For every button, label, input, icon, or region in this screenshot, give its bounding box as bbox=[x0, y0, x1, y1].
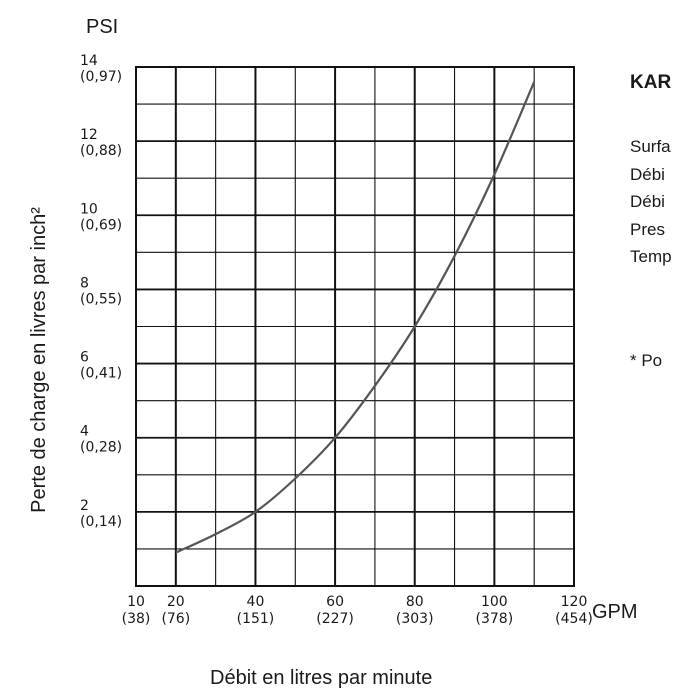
y-tick-sublabel: (0,28) bbox=[80, 440, 122, 456]
side-list-item: Surfa bbox=[630, 137, 671, 156]
x-tick-label: 40 bbox=[247, 594, 265, 610]
y-tick-label: 12 bbox=[80, 127, 98, 143]
y-tick-label: 8 bbox=[80, 275, 89, 291]
side-list-item: Débi bbox=[630, 164, 665, 184]
chart-grid bbox=[136, 67, 574, 586]
y-tick-label: 10 bbox=[80, 201, 98, 217]
x-tick-sublabel: (303) bbox=[396, 611, 434, 627]
x-unit-label: GPM bbox=[592, 601, 638, 623]
x-tick-sublabel: (454) bbox=[555, 611, 593, 627]
y-tick-label: 4 bbox=[80, 424, 89, 440]
y-tick-sublabel: (0,97) bbox=[80, 69, 122, 85]
plot-frame bbox=[135, 66, 575, 587]
side-panel-title: KAR bbox=[630, 72, 672, 93]
y-tick-sublabel: (0,88) bbox=[80, 143, 122, 159]
side-list-item: Débi bbox=[630, 192, 665, 211]
side-panel-list: Surfa Débi Débi Pres Temp bbox=[630, 133, 672, 271]
x-tick-sublabel: (38) bbox=[122, 611, 151, 627]
x-tick-labels: 10(38) 20(76) 40(151) 60(227) 80(303) 100(378… bbox=[122, 594, 593, 627]
x-tick-label: 10 bbox=[127, 594, 145, 610]
y-tick-sublabel: (0,69) bbox=[80, 217, 122, 233]
x-axis-title: Débit en litres par minute bbox=[210, 667, 432, 689]
x-tick-label: 60 bbox=[326, 594, 344, 610]
x-tick-label: 80 bbox=[406, 594, 424, 610]
y-tick-label: 6 bbox=[80, 350, 89, 366]
y-tick-label: 2 bbox=[80, 498, 89, 514]
y-unit-label: PSI bbox=[86, 16, 118, 38]
y-tick-labels: 14(0,97)12(0,88)10(0,69)8(0,55)6(0,41)4(… bbox=[80, 53, 122, 530]
y-tick-sublabel: (0,41) bbox=[80, 366, 122, 382]
y-tick-sublabel: (0,14) bbox=[80, 514, 122, 530]
side-list-item: Temp bbox=[630, 247, 672, 266]
pressure-drop-curve bbox=[175, 81, 536, 554]
y-axis-title: Perte de charge en livres par inch² bbox=[28, 207, 50, 513]
x-tick-sublabel: (151) bbox=[237, 611, 275, 627]
side-panel-note: * Po bbox=[630, 351, 663, 370]
y-tick-sublabel: (0,55) bbox=[80, 291, 122, 307]
y-tick-label: 14 bbox=[80, 53, 98, 69]
x-tick-sublabel: (227) bbox=[316, 611, 354, 627]
side-list-item: Pres bbox=[630, 219, 665, 239]
x-tick-sublabel: (378) bbox=[476, 611, 514, 627]
x-tick-sublabel: (76) bbox=[161, 611, 190, 627]
x-tick-label: 100 bbox=[481, 594, 508, 610]
x-tick-label: 120 bbox=[561, 594, 588, 610]
x-tick-label: 20 bbox=[167, 594, 185, 610]
